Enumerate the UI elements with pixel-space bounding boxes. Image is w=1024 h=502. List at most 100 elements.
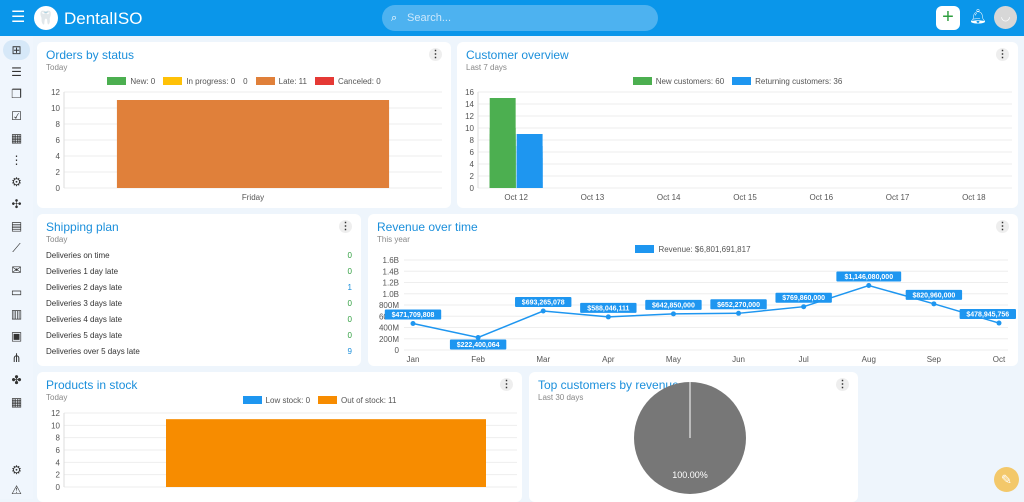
more-menu-icon[interactable]: ⋮ (500, 378, 513, 391)
legend-item[interactable]: Low stock: 0 (242, 396, 310, 405)
data-point (605, 314, 611, 320)
y-tick-label: 400M (379, 324, 399, 333)
y-tick-label: 1.2B (383, 279, 399, 288)
card-title: Top customers by revenue (538, 378, 679, 392)
y-tick-label: 12 (51, 88, 60, 97)
more-menu-icon[interactable]: ⋮ (339, 220, 352, 233)
x-tick-label: Jul (799, 355, 809, 364)
customers-card: Customer overview Last 7 days ⋮ New cust… (457, 42, 1018, 208)
add-button[interactable]: + (936, 6, 960, 30)
documents-icon[interactable]: ❐ (11, 87, 22, 101)
y-tick-label: 4 (56, 152, 61, 161)
hierarchy-icon[interactable]: ⋔ (11, 351, 22, 365)
note-icon[interactable]: ▭ (10, 285, 23, 299)
y-tick-label: 16 (465, 88, 474, 97)
shipping-row: Deliveries 5 days late 0 (46, 331, 352, 340)
warning-icon[interactable]: ⚠ (11, 483, 22, 497)
legend-item[interactable]: New customers: 60 (632, 77, 724, 86)
data-point (996, 320, 1002, 326)
chart-legend: Low stock: 0 Out of stock: 11 (117, 396, 522, 405)
x-tick-label: Oct 16 (809, 193, 833, 202)
revenue-line (412, 284, 1000, 339)
buildings-icon[interactable]: ▥ (10, 307, 23, 321)
x-tick-label: Oct 12 (504, 193, 528, 202)
data-point (931, 301, 937, 307)
office-icon[interactable]: ▦ (10, 395, 23, 409)
orders-card: Orders by status Today ⋮ New: 0 In progre… (37, 42, 451, 208)
brand-name: DentalISO (64, 9, 143, 28)
mail-icon[interactable]: ✉ (11, 263, 22, 277)
card-subtitle: This year (377, 235, 410, 244)
shipping-row: Deliveries over 5 days late 9 (46, 347, 352, 356)
data-label: $693,265,078 (522, 300, 565, 307)
legend-item[interactable]: New: 0 (107, 77, 155, 86)
slice-label: 100.00% (672, 470, 708, 480)
x-tick-label: Oct 17 (886, 193, 910, 202)
avatar[interactable]: ◡ (994, 6, 1017, 29)
stock-chart: 0 2 4 6 8 10 12 (51, 409, 517, 492)
dashboard-icon[interactable]: ⊞ (3, 40, 30, 60)
table-icon[interactable]: ▤ (10, 219, 23, 233)
x-tick-label: Mar (536, 355, 550, 364)
card-title: Orders by status (46, 48, 135, 62)
y-tick-label: 1.6B (383, 256, 399, 265)
row-label: Deliveries over 5 days late (46, 347, 140, 356)
shipping-row: Deliveries 2 days late 1 (46, 283, 352, 292)
legend-item[interactable]: Returning customers: 36 (732, 77, 842, 86)
workflow-icon[interactable]: ⋮ (10, 153, 23, 167)
y-tick-label: 0 (470, 184, 475, 193)
shipping-row: Deliveries 3 days late 0 (46, 299, 352, 308)
chart-legend: New customers: 60 Returning customers: 36 (457, 77, 1018, 86)
legend-item[interactable]: Late: 11 (255, 77, 307, 86)
legend-item[interactable]: Revenue: $6,801,691,817 (635, 245, 751, 254)
y-tick-label: 0 (56, 184, 61, 193)
data-label: $478,945,756 (966, 312, 1009, 319)
revenue-card: Revenue over time This year ⋮ Revenue: $… (368, 214, 1018, 366)
bar (516, 146, 543, 188)
more-menu-icon[interactable]: ⋮ (429, 48, 442, 61)
y-tick-label: 0 (395, 346, 400, 355)
search-input[interactable]: ⌕ Search... (382, 5, 658, 31)
data-label-bg (710, 299, 767, 310)
row-label: Deliveries 4 days late (46, 315, 123, 324)
x-tick-label: Oct 18 (962, 193, 986, 202)
tasks-icon[interactable]: ☑ (11, 109, 22, 123)
y-tick-label: 12 (465, 112, 474, 121)
calendar-icon[interactable]: ▦ (10, 131, 23, 145)
network-icon[interactable]: ✣ (11, 197, 22, 211)
bar (489, 182, 516, 188)
legend-item[interactable]: Canceled: 0 (314, 77, 381, 86)
x-tick-label: Apr (602, 355, 615, 364)
x-tick-label: Aug (862, 355, 876, 364)
legend-item[interactable]: Out of stock: 11 (318, 396, 396, 405)
more-menu-icon[interactable]: ⋮ (996, 48, 1009, 61)
row-value: 0 (347, 315, 352, 324)
revenue-chart: 0200M400M600M800M1.0B1.2B1.4B1.6BJanFebM… (379, 256, 1016, 364)
stock-card: Products in stock Today ⋮ Low stock: 0 Ou… (37, 372, 522, 502)
edit-pencil-button[interactable]: ✎ (994, 467, 1019, 492)
row-value: 9 (347, 347, 352, 356)
data-label-bg (645, 299, 702, 310)
notification-bell-icon[interactable]: 🔔︎ (969, 8, 987, 24)
sidebar: ⊞ ☰ ❐ ☑ ▦ ⋮ ⚙ ✣ ▤ ⟋ ✉ ▭ ▥ ▣ ⋔ ✤ ▦ ⚙ ⚠ (0, 36, 33, 499)
report-icon[interactable]: ▣ (10, 329, 23, 343)
data-label-bg (905, 289, 963, 300)
row-value: 0 (347, 299, 352, 308)
y-tick-label: 2 (56, 168, 61, 177)
menu-icon[interactable]: ☰ (11, 9, 26, 26)
more-menu-icon[interactable]: ⋮ (996, 220, 1009, 233)
x-tick-label: Oct 15 (733, 193, 757, 202)
row-label: Deliveries 1 day late (46, 267, 119, 276)
card-subtitle: Last 7 days (466, 63, 507, 72)
settings-icon[interactable]: ⚙ (11, 463, 22, 477)
trend-icon[interactable]: ⟋ (12, 241, 21, 255)
modules-icon[interactable]: ✤ (11, 373, 22, 387)
legend-item[interactable]: In progress: 0 (163, 77, 235, 86)
x-tick-label: Jan (407, 355, 420, 364)
list-icon[interactable]: ☰ (11, 65, 22, 79)
more-menu-icon[interactable]: ⋮ (836, 378, 849, 391)
robot-icon[interactable]: ⚙ (11, 175, 22, 189)
row-value: 0 (347, 331, 352, 340)
data-point (475, 334, 481, 340)
bar (516, 182, 543, 188)
